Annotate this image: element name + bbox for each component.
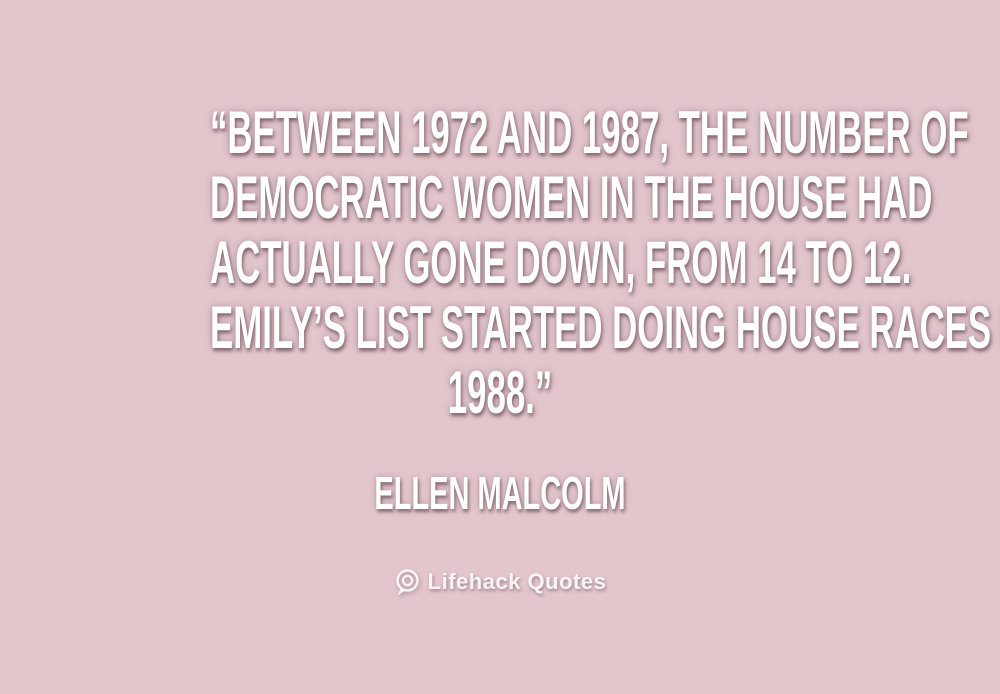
watermark-label: Lifehack Quotes (427, 569, 607, 594)
quote-line: 1988.” (447, 359, 553, 426)
watermark: Lifehack Quotes (0, 566, 1000, 598)
author-name: ELLEN MALCOLM (374, 467, 626, 519)
quote-text-block: “BETWEEN 1972 AND 1987, THE NUMBER OF DE… (0, 100, 1000, 425)
quote-line: ACTUALLY GONE DOWN, FROM 14 TO 12. (210, 229, 912, 296)
quote-line: EMILY’S LIST STARTED DOING HOUSE RACES I… (210, 294, 1000, 361)
quote-line: DEMOCRATIC WOMEN IN THE HOUSE HAD (210, 164, 933, 231)
lifehack-logo-icon (395, 568, 419, 595)
quote-line: “BETWEEN 1972 AND 1987, THE NUMBER OF (210, 99, 969, 166)
